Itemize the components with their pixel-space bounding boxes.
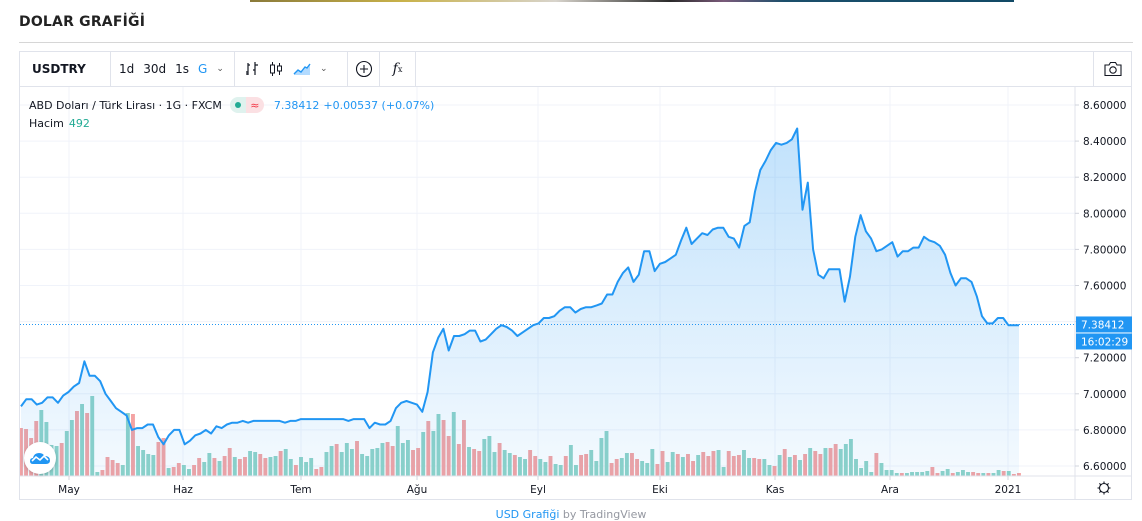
camera-icon [1103,61,1122,77]
interval-g[interactable]: G [198,62,208,76]
title-divider [19,42,1133,43]
add-indicator-button[interactable] [348,52,380,86]
area-chart-icon[interactable] [293,62,311,76]
volume-legend: Hacim 492 [29,117,90,130]
symbol-search-button[interactable]: USDTRY [20,52,111,86]
series-legend: ABD Doları / Türk Lirası · 1G · FXCM ≈ 7… [29,97,434,113]
page-banner-strip [250,0,1014,2]
svg-text:Haz: Haz [173,484,193,496]
attribution-footer: USD Grafiği by TradingView [0,508,1142,521]
tradingview-logo-button[interactable] [24,442,56,474]
market-status-pill[interactable]: ≈ [229,97,264,113]
svg-text:Ağu: Ağu [407,484,428,496]
svg-text:Ara: Ara [881,484,899,496]
chart-type-selector: ⌄ [235,52,348,86]
interval-1s[interactable]: 1s [175,62,190,76]
svg-text:8.00000: 8.00000 [1083,208,1126,220]
market-open-dot-icon [229,97,246,113]
price-line [20,127,1019,446]
interval-selector: 1d 30d 1s G ⌄ [111,52,235,86]
page-title: DOLAR GRAFİĞİ [19,14,146,30]
candlestick-icon[interactable] [269,61,283,77]
bar-chart-icon[interactable] [245,61,259,77]
volume-value: 492 [68,117,90,130]
plus-circle-icon [355,60,372,78]
chart-type-chevron-down-icon[interactable]: ⌄ [320,64,328,74]
price-chart-canvas[interactable]: 8.60000 8.40000 8.20000 8.00000 7.80000 7.600… [20,87,1132,500]
interval-30d[interactable]: 30d [143,62,167,76]
last-price-tag: 7.38412 [1081,319,1124,331]
fx-icon: f [392,61,398,77]
svg-text:Eki: Eki [652,484,668,496]
svg-text:7.20000: 7.20000 [1083,353,1126,365]
legend-change: +0.00537 (+0.07%) [323,98,435,112]
svg-text:May: May [58,484,80,496]
by-tradingview-text: by TradingView [562,508,647,521]
symbol-description: ABD Doları / Türk Lirası · 1G · FXCM [29,98,222,112]
svg-text:Kas: Kas [766,484,785,496]
interval-chevron-down-icon[interactable]: ⌄ [216,64,224,74]
svg-text:7.60000: 7.60000 [1083,281,1126,293]
volume-label: Hacim [29,117,64,130]
gear-icon [1098,482,1110,494]
interval-1d[interactable]: 1d [119,62,135,76]
svg-text:7.00000: 7.00000 [1083,389,1126,401]
usd-chart-link[interactable]: USD Grafiği [495,508,560,521]
svg-text:2021: 2021 [995,484,1022,496]
svg-text:8.60000: 8.60000 [1083,100,1126,112]
svg-text:Eyl: Eyl [530,484,546,496]
countdown-tag: 16:02:29 [1081,336,1128,348]
svg-text:7.80000: 7.80000 [1083,244,1126,256]
screenshot-button[interactable] [1093,52,1131,86]
svg-text:Tem: Tem [289,484,311,496]
svg-text:8.20000: 8.20000 [1083,172,1126,184]
delayed-data-icon: ≈ [245,97,264,113]
svg-text:6.80000: 6.80000 [1083,425,1126,437]
legend-last-price: 7.38412 [273,98,320,112]
svg-text:6.60000: 6.60000 [1083,461,1126,473]
svg-text:8.40000: 8.40000 [1083,136,1126,148]
tradingview-cloud-icon [30,453,50,464]
